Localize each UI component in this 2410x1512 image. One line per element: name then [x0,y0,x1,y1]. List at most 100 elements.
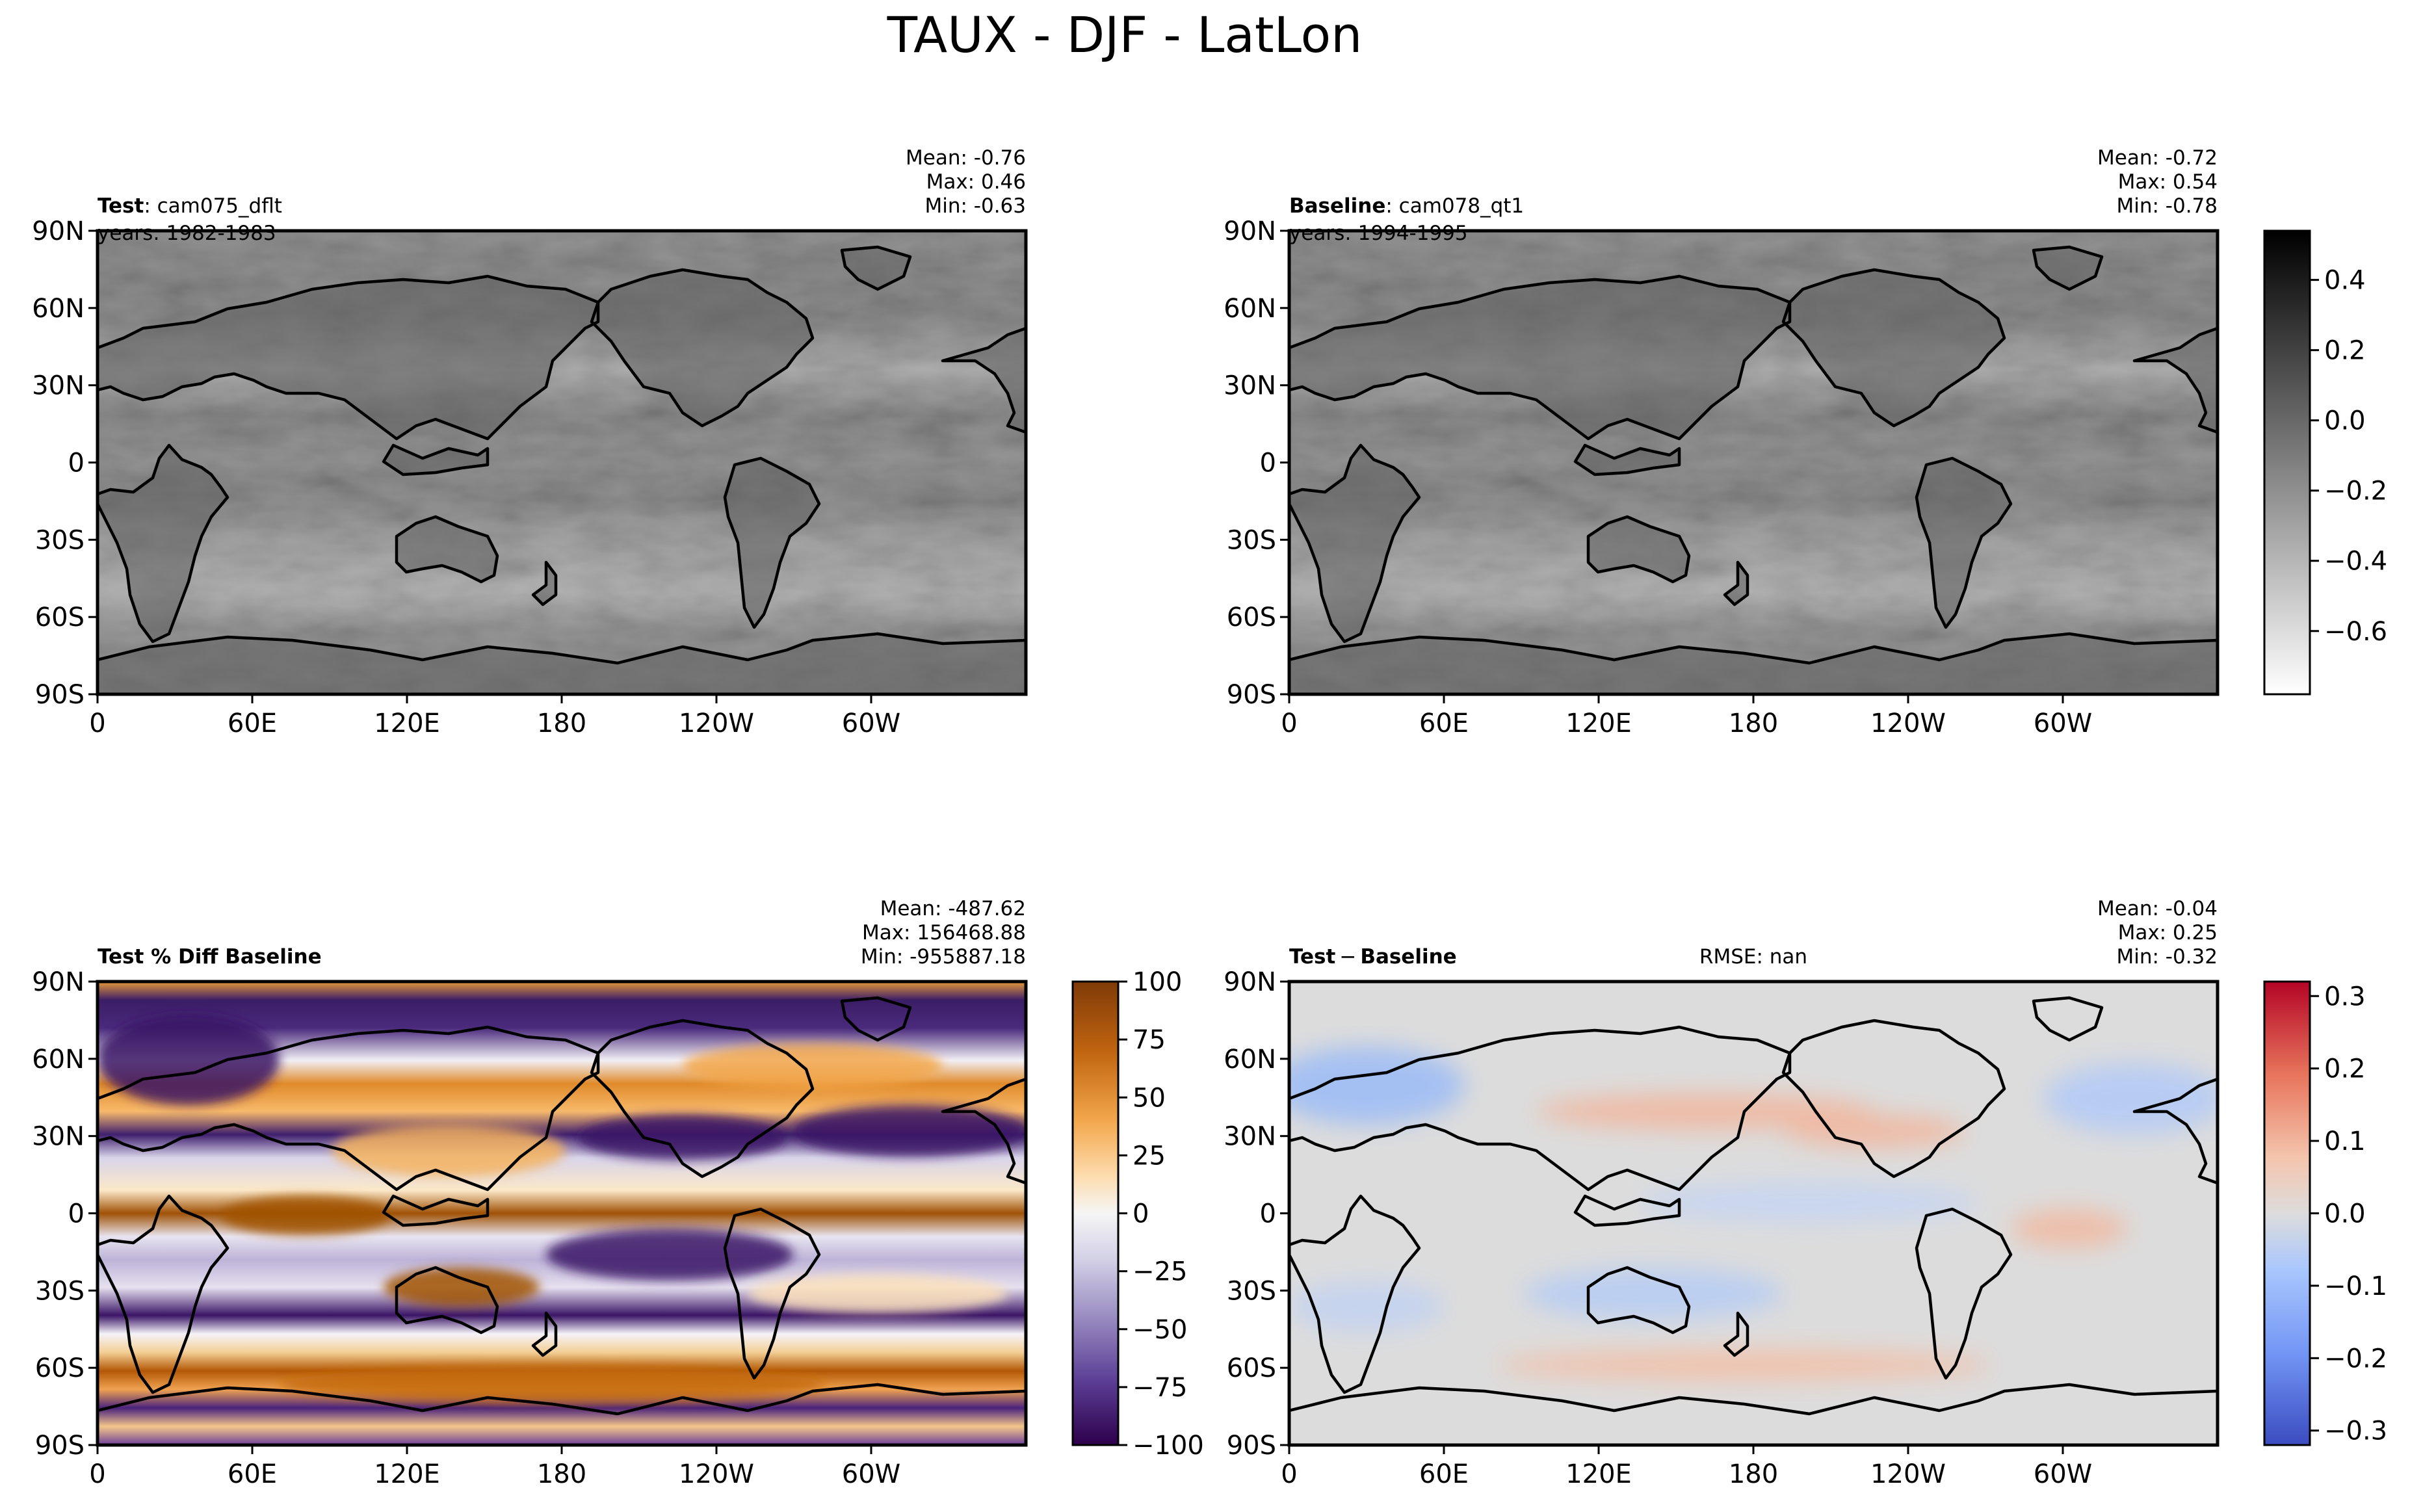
colorbar-tick-label: −0.2 [2324,476,2387,506]
colorbar-tick-label: 0.1 [2324,1127,2366,1156]
panel-diff-label: Test − Baseline [1289,945,1457,969]
y-tick-label: 30S [1227,1276,1276,1306]
y-tick-label: 90N [1224,216,1276,246]
colorbar-tick-label: 0.2 [2324,1054,2366,1084]
colorbar-tick-label: 0 [1133,1199,1149,1229]
panel-test-years: years: 1982-1983 [98,222,276,245]
colorbar-tick-label: −0.3 [2324,1416,2387,1446]
y-tick-label: 30N [1224,371,1276,401]
colorbar-puor: 100 75 50 25 0 −25 −50 −75 −100 [1071,967,1204,1461]
x-tick-label: 0 [89,1459,105,1489]
y-tick-label: 60N [1224,294,1276,324]
panel-test-min: Min: -0.63 [924,194,1026,218]
x-tick-label: 60E [228,1459,277,1489]
y-tick-label: 30N [32,1122,85,1152]
y-tick-label: 30N [1224,1122,1276,1152]
colorbar-tick-label: −25 [1133,1257,1187,1287]
y-tick-label: 0 [68,449,85,478]
x-tick-label: 0 [1281,709,1297,738]
panel-baseline-case: : cam078_qt1 [1385,194,1524,218]
y-tick-label: 60S [35,1353,85,1383]
x-tick-label: 60W [2034,1459,2092,1489]
map-field-baseline [1289,231,2218,694]
y-tick-label: 60N [1224,1045,1276,1075]
panel-baseline-label-name: Baseline [1289,194,1385,218]
y-tick-label: 0 [68,1199,85,1229]
y-tick-label: 0 [1260,449,1276,478]
figure-title: TAUX - DJF - LatLon [887,6,1363,64]
y-tick-label: 0 [1260,1199,1276,1229]
panel-test-mean: Mean: -0.76 [906,146,1026,170]
y-tick-label: 30N [32,371,85,401]
colorbar-tick-label: −0.4 [2324,547,2387,577]
panel-diff-max: Max: 0.25 [2118,921,2218,945]
y-tick-label: 30S [35,1276,85,1306]
colorbar-puor-gradient [1071,980,1120,1446]
x-tick-label: 60W [842,709,900,738]
y-tick-label: 90S [1227,680,1276,710]
y-tick-label: 60S [1227,1353,1276,1383]
x-tick-label: 120E [374,1459,440,1489]
x-tick-label: 120W [1870,1459,1946,1489]
colorbar-tick-label: 0.0 [2324,406,2366,436]
map-field-diff [1289,982,2218,1445]
x-tick-label: 120E [1565,1459,1632,1489]
colorbar-tick-label: 0.0 [2324,1199,2366,1229]
x-tick-label: 120W [1870,709,1946,738]
y-tick-label: 90S [1227,1431,1276,1461]
y-tick-label: 60N [32,1045,85,1075]
panel-test: 0 60E 120E 180 120W 60W 90N 60N 30N 0 30S 60S 90S Te… [32,146,1028,738]
panel-pct-diff-label: Test % Diff Baseline [98,945,322,969]
panel-baseline-mean: Mean: -0.72 [2097,146,2218,170]
x-tick-label: 180 [1729,709,1778,738]
panel-test-case: : cam075_dflt [144,194,282,218]
x-tick-label: 60W [842,1459,900,1489]
colorbar-tick-label: −50 [1133,1315,1187,1345]
x-tick-label: 60W [2034,709,2092,738]
panel-diff-label-op: − [1339,945,1356,969]
y-tick-label: 30S [35,525,85,555]
x-tick-label: 180 [537,1459,586,1489]
x-tick-label: 180 [537,709,586,738]
panel-test-label: Test: cam075_dflt [98,194,282,218]
panel-pct-diff-max: Max: 156468.88 [862,921,1026,945]
x-tick-label: 120E [1565,709,1632,738]
colorbar-tick-label: −0.1 [2324,1271,2387,1301]
panel-pct-diff: 0 60E 120E 180 120W 60W 90N 60N 30N 0 30S 60S 90S Te… [32,897,1028,1489]
colorbar-tick-label: 75 [1133,1025,1166,1055]
y-tick-label: 90S [35,680,85,710]
y-tick-label: 90N [1224,967,1276,997]
panel-test-max: Max: 0.46 [926,170,1026,194]
x-tick-label: 60E [228,709,277,738]
x-tick-label: 120E [374,709,440,738]
panel-test-label-name: Test [98,194,144,218]
panel-baseline-min: Min: -0.78 [2116,194,2218,218]
colorbar-rdbu: 0.3 0.2 0.1 0.0 −0.1 −0.2 −0.3 [2263,980,2387,1446]
colorbar-gray: 0.4 0.2 0.0 −0.2 −0.4 −0.6 [2263,229,2387,696]
colorbar-tick-label: −0.6 [2324,617,2387,647]
colorbar-tick-label: 100 [1133,967,1182,997]
panel-pct-diff-mean: Mean: -487.62 [880,897,1026,920]
y-tick-label: 90S [35,1431,85,1461]
y-tick-label: 60N [32,294,85,324]
x-tick-label: 120W [679,709,754,738]
panel-baseline-label: Baseline: cam078_qt1 [1289,194,1524,218]
x-tick-label: 0 [1281,1459,1297,1489]
x-tick-label: 60E [1419,1459,1469,1489]
map-field-pct-diff [98,982,1026,1445]
y-tick-label: 90N [32,216,85,246]
y-tick-label: 90N [32,967,85,997]
colorbar-tick-label: −0.2 [2324,1344,2387,1374]
panel-baseline-max: Max: 0.54 [2118,170,2218,194]
colorbar-tick-label: 50 [1133,1083,1166,1113]
x-tick-label: 180 [1729,1459,1778,1489]
colorbar-tick-label: 25 [1133,1141,1166,1171]
x-tick-label: 0 [89,709,105,738]
y-tick-label: 30S [1227,525,1276,555]
colorbar-rdbu-gradient [2263,980,2311,1446]
map-field-test [98,231,1026,694]
x-tick-label: 60E [1419,709,1469,738]
colorbar-tick-label: 0.2 [2324,336,2366,366]
colorbar-tick-label: 0.4 [2324,266,2366,296]
